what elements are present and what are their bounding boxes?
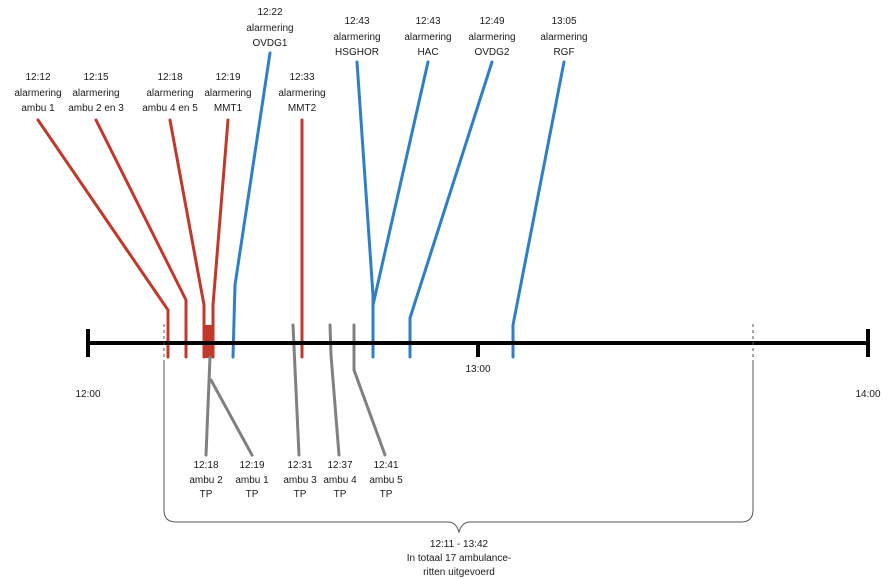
svg-text:TP: TP	[246, 489, 259, 500]
transport-label-ambu-1: 12:19 ambu 1 TP	[235, 460, 269, 500]
svg-text:MMT2: MMT2	[288, 103, 317, 114]
svg-text:TP: TP	[334, 489, 347, 500]
svg-text:MMT1: MMT1	[214, 103, 243, 114]
svg-text:12:49: 12:49	[479, 16, 504, 27]
svg-text:alarmering: alarmering	[333, 32, 380, 43]
svg-text:12:18: 12:18	[193, 460, 218, 471]
svg-text:13:05: 13:05	[551, 16, 576, 27]
svg-text:ambu 5: ambu 5	[369, 475, 403, 486]
svg-text:12:18: 12:18	[157, 72, 182, 83]
transport-line-ambu-4	[328, 323, 341, 457]
svg-text:OVDG2: OVDG2	[474, 47, 509, 58]
alarm-line-mmt1	[211, 118, 230, 359]
svg-text:OVDG1: OVDG1	[252, 38, 287, 49]
transport-lines	[204, 323, 387, 457]
alarm-line-ovdg2	[408, 60, 494, 359]
svg-text:12:31: 12:31	[287, 460, 312, 471]
svg-text:RGF: RGF	[553, 47, 574, 58]
alarm-label-ambu-4-5: 12:18 alarmering ambu 4 en 5	[142, 72, 198, 114]
alarm-line-rgf	[511, 60, 566, 359]
svg-text:12:19: 12:19	[239, 460, 264, 471]
span-marker	[163, 324, 754, 534]
span-range: 12:11 - 13:42	[430, 539, 489, 550]
svg-text:alarmering: alarmering	[404, 32, 451, 43]
transport-line-ambu-3	[291, 323, 301, 457]
svg-text:HSGHOR: HSGHOR	[335, 47, 379, 58]
svg-text:12:19: 12:19	[215, 72, 240, 83]
axis-label-mid: 13:00	[465, 364, 490, 375]
transport-line-ambu-5	[352, 323, 387, 457]
transport-label-ambu-3: 12:31 ambu 3 TP	[283, 460, 317, 500]
alarm-label-mmt1: 12:19 alarmering MMT1	[204, 72, 251, 114]
alarm-label-rgf: 13:05 alarmering RGF	[540, 16, 587, 58]
alarm-line-ambu-2-3	[94, 118, 188, 359]
svg-text:HAC: HAC	[417, 47, 438, 58]
alarm-label-ambu-1: 12:12 alarmering ambu 1	[14, 72, 61, 114]
svg-text:ambu 3: ambu 3	[283, 475, 317, 486]
svg-text:ambu 1: ambu 1	[235, 475, 269, 486]
red-alarm-labels: 12:12 alarmering ambu 1 12:15 alarmering…	[14, 72, 325, 114]
alarm-label-hsghor: 12:43 alarmering HSGHOR	[333, 16, 380, 58]
axis-label-start: 12:00	[75, 389, 100, 400]
svg-text:12:33: 12:33	[289, 72, 314, 83]
blue-alarm-labels: 12:22 alarmering OVDG1 12:43 alarmering …	[246, 7, 587, 58]
svg-text:12:22: 12:22	[257, 7, 282, 18]
svg-text:alarmering: alarmering	[468, 32, 515, 43]
svg-text:12:43: 12:43	[415, 16, 440, 27]
alarm-line-ambu-1	[36, 118, 170, 359]
alarm-line-hac	[371, 60, 430, 307]
transport-line-ambu-2	[204, 355, 212, 457]
svg-text:ambu 4 en 5: ambu 4 en 5	[142, 103, 198, 114]
svg-text:12:37: 12:37	[327, 460, 352, 471]
transport-labels: 12:18 ambu 2 TP 12:19 ambu 1 TP 12:31 am…	[189, 460, 403, 500]
svg-text:12:41: 12:41	[373, 460, 398, 471]
svg-text:12:12: 12:12	[25, 72, 50, 83]
transport-label-ambu-2: 12:18 ambu 2 TP	[189, 460, 223, 500]
span-summary: 12:11 - 13:42 In totaal 17 ambulance- ri…	[407, 539, 512, 578]
alarm-label-ambu-2-3: 12:15 alarmering ambu 2 en 3	[68, 72, 124, 114]
svg-text:alarmering: alarmering	[204, 88, 251, 99]
svg-text:12:43: 12:43	[344, 16, 369, 27]
svg-text:TP: TP	[200, 489, 213, 500]
svg-text:alarmering: alarmering	[278, 88, 325, 99]
svg-text:TP: TP	[380, 489, 393, 500]
span-brace	[163, 360, 754, 534]
transport-label-ambu-4: 12:37 ambu 4 TP	[323, 460, 357, 500]
svg-text:alarmering: alarmering	[72, 88, 119, 99]
svg-text:ambu 4: ambu 4	[323, 475, 357, 486]
svg-text:ambu 1: ambu 1	[21, 103, 55, 114]
svg-text:ambu 2: ambu 2	[189, 475, 223, 486]
alarm-line-hsghor	[355, 60, 375, 359]
alarm-label-mmt2: 12:33 alarmering MMT2	[278, 72, 325, 114]
svg-text:TP: TP	[294, 489, 307, 500]
red-alarm-lines	[36, 118, 304, 359]
alarm-label-ovdg1: 12:22 alarmering OVDG1	[246, 7, 293, 49]
svg-text:alarmering: alarmering	[246, 23, 293, 34]
alarm-label-hac: 12:43 alarmering HAC	[404, 16, 451, 58]
svg-text:12:15: 12:15	[83, 72, 108, 83]
svg-text:alarmering: alarmering	[146, 88, 193, 99]
alarm-label-ovdg2: 12:49 alarmering OVDG2	[468, 16, 515, 58]
svg-text:alarmering: alarmering	[540, 32, 587, 43]
span-count: In totaal 17 ambulance-	[407, 553, 512, 564]
alarm-line-ovdg1	[231, 51, 272, 359]
svg-text:alarmering: alarmering	[14, 88, 61, 99]
time-axis	[86, 329, 870, 357]
span-desc: ritten uitgevoerd	[423, 567, 495, 578]
svg-text:ambu 2 en 3: ambu 2 en 3	[68, 103, 124, 114]
transport-label-ambu-5: 12:41 ambu 5 TP	[369, 460, 403, 500]
axis-label-end: 14:00	[855, 389, 880, 400]
transport-line-ambu-1	[209, 378, 254, 457]
